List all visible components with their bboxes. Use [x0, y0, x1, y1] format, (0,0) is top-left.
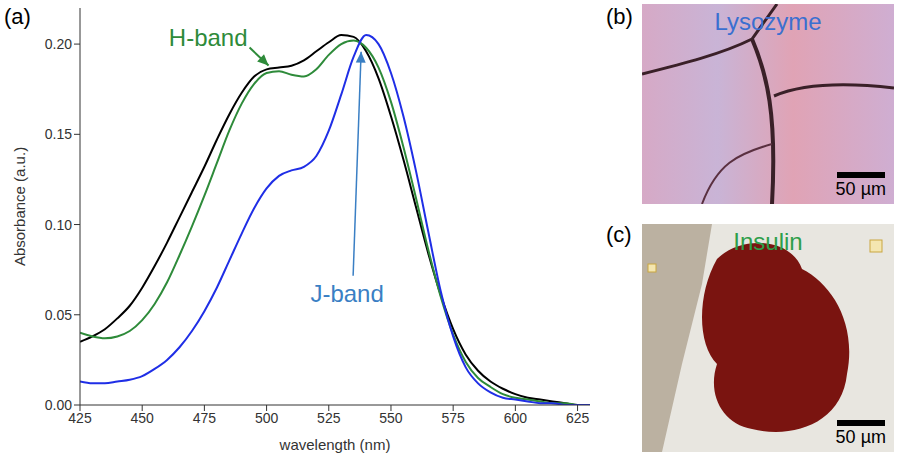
html-text:(c): (c) [606, 222, 632, 247]
svg-text:wavelength (nm): wavelength (nm) [279, 436, 391, 453]
svg-text:0.05: 0.05 [45, 307, 72, 323]
svg-text:425: 425 [68, 409, 92, 426]
html-text:Lysozyme: Lysozyme [714, 8, 822, 35]
svg-text:475: 475 [193, 410, 217, 426]
html-text:(b): (b) [606, 4, 633, 29]
svg-text:525: 525 [317, 410, 341, 426]
svg-text:600: 600 [504, 410, 528, 426]
svg-text:0.00: 0.00 [45, 397, 72, 413]
svg-text:625: 625 [566, 410, 590, 426]
svg-text:0.15: 0.15 [45, 126, 72, 142]
svg-text:0.20: 0.20 [45, 36, 72, 52]
svg-text:575: 575 [441, 410, 465, 426]
svg-text:450: 450 [131, 410, 155, 426]
svg-text:500: 500 [255, 410, 279, 426]
html-text:50 µm: 50 µm [835, 179, 886, 199]
svg-text:550: 550 [379, 410, 403, 426]
html-text:Insulin: Insulin [733, 228, 803, 255]
html-text:(a): (a) [4, 4, 31, 29]
html-text:50 µm: 50 µm [835, 427, 886, 447]
svg-text:Absorbance (a.u.): Absorbance (a.u.) [11, 147, 28, 266]
svg-text:H-band: H-band [169, 24, 248, 51]
svg-text:J-band: J-band [310, 280, 383, 307]
svg-text:0.10: 0.10 [45, 217, 72, 233]
